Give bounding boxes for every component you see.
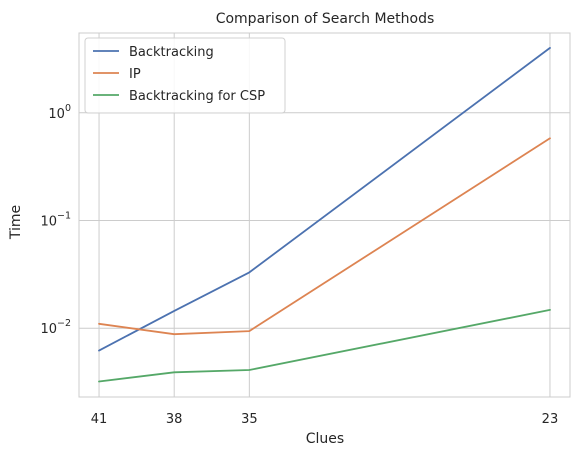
y-tick-label: 10−1 <box>40 210 71 229</box>
series-line <box>98 47 551 352</box>
legend-label: Backtracking for CSP <box>129 89 265 104</box>
y-tick-label: 100 <box>48 103 71 122</box>
x-tick-label: 38 <box>166 412 183 427</box>
series-line <box>98 308 551 383</box>
x-tick-label: 23 <box>542 412 559 427</box>
plot-frame <box>78 32 571 398</box>
x-tick-label: 41 <box>91 412 108 427</box>
legend-label: IP <box>129 67 141 82</box>
series-layer <box>98 47 551 383</box>
y-axis-label: Time <box>8 205 24 240</box>
x-tick-label: 35 <box>241 412 258 427</box>
legend-box <box>84 37 286 114</box>
series-line <box>98 137 551 336</box>
legend: Backtracking IP Backtracking for CSP <box>84 37 286 114</box>
y-tick-label: 10−2 <box>40 318 71 337</box>
x-axis-label: Clues <box>306 431 344 447</box>
chart-title: Comparison of Search Methods <box>216 11 435 27</box>
tick-layer: 41 38 35 23 10−2 10−1 100 <box>40 103 558 427</box>
legend-label: Backtracking <box>129 45 214 60</box>
